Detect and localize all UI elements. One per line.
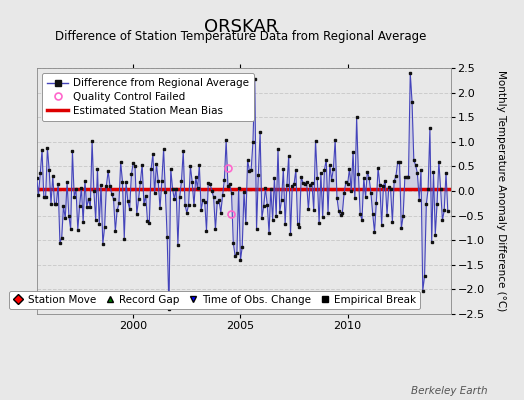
Text: Berkeley Earth: Berkeley Earth <box>411 386 487 396</box>
Y-axis label: Monthly Temperature Anomaly Difference (°C): Monthly Temperature Anomaly Difference (… <box>496 70 506 312</box>
Text: Difference of Station Temperature Data from Regional Average: Difference of Station Temperature Data f… <box>56 30 427 43</box>
Text: ORSKAR: ORSKAR <box>204 18 278 36</box>
Legend: Station Move, Record Gap, Time of Obs. Change, Empirical Break: Station Move, Record Gap, Time of Obs. C… <box>9 291 420 309</box>
